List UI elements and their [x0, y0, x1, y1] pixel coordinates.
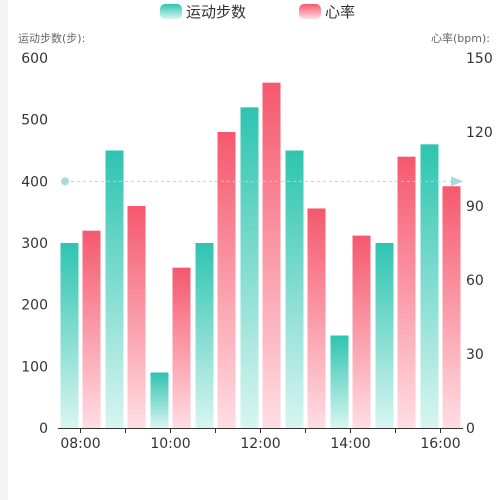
y-left-tick-label: 400	[21, 174, 48, 190]
x-axis: 08:00 10:00 12:00 14:00 16:00	[58, 428, 463, 452]
bar-heart-rate-6[interactable]	[352, 235, 371, 428]
bar-heart-rate-3[interactable]	[217, 132, 236, 428]
y-left-tick-label: 300	[21, 236, 48, 252]
y-right-tick-label: 30	[466, 347, 484, 363]
legend-swatch-1	[299, 4, 321, 19]
legend[interactable]: 运动步数 心率	[160, 3, 355, 21]
bar-steps-0[interactable]	[60, 243, 79, 428]
bar-steps-6[interactable]	[330, 335, 349, 429]
y-right-axis-label: 心率(bpm):	[431, 31, 490, 45]
y-right-ticks: 0 30 60 90 120 150	[466, 51, 493, 437]
bar-heart-rate-0[interactable]	[82, 230, 101, 428]
reference-line-arrow	[451, 176, 463, 187]
y-right-tick-label: 0	[466, 421, 475, 437]
bar-heart-rate-7[interactable]	[397, 156, 416, 428]
legend-swatch-0	[160, 4, 182, 19]
y-left-tick-label: 600	[21, 51, 48, 67]
bar-heart-rate-8[interactable]	[442, 186, 461, 428]
y-left-tick-label: 100	[21, 359, 48, 375]
bar-steps-7[interactable]	[375, 243, 394, 428]
y-left-tick-label: 500	[21, 113, 48, 129]
y-right-tick-label: 90	[466, 199, 484, 215]
reference-line	[61, 176, 463, 187]
bar-heart-rate-1[interactable]	[127, 206, 146, 428]
y-left-axis-label: 运动步数(步):	[18, 32, 85, 45]
legend-label-0: 运动步数	[186, 3, 246, 21]
x-tick-label: 08:00	[60, 436, 100, 452]
bars	[60, 82, 461, 429]
bar-steps-8[interactable]	[420, 144, 439, 429]
chart-svg: 运动步数 心率 运动步数(步): 心率(bpm): 010020030040050…	[18, 3, 493, 452]
y-right-tick-label: 60	[466, 273, 484, 289]
y-left-tick-label: 200	[21, 298, 48, 314]
x-tick-label: 14:00	[330, 436, 370, 452]
chart-card: 运动步数 心率 运动步数(步): 心率(bpm): 0 100 200 300 400 50…	[8, 0, 500, 500]
bar-heart-rate-5[interactable]	[307, 208, 326, 428]
bar-steps-2[interactable]	[150, 372, 169, 429]
y-left-ticks: 0 100 200 300 400 500 600	[21, 51, 48, 437]
legend-label-1: 心率	[325, 3, 355, 21]
y-left-tick-label: 0	[39, 421, 48, 437]
bar-steps-5[interactable]	[285, 150, 304, 429]
x-tick-label: 10:00	[150, 436, 190, 452]
legend-item-1[interactable]: 心率	[299, 3, 355, 21]
bar-steps-4[interactable]	[240, 107, 259, 428]
x-tick-label: 16:00	[420, 436, 460, 452]
bar-heart-rate-2[interactable]	[172, 267, 191, 428]
y-right-tick-label: 120	[466, 125, 493, 141]
legend-item-0[interactable]: 运动步数	[160, 3, 246, 21]
reference-line-start-dot	[61, 177, 69, 186]
bar-heart-rate-4[interactable]	[262, 82, 281, 429]
x-tick-label: 12:00	[240, 436, 280, 452]
y-right-tick-label: 150	[466, 51, 493, 67]
bar-steps-1[interactable]	[105, 150, 124, 429]
bar-steps-3[interactable]	[195, 243, 214, 428]
